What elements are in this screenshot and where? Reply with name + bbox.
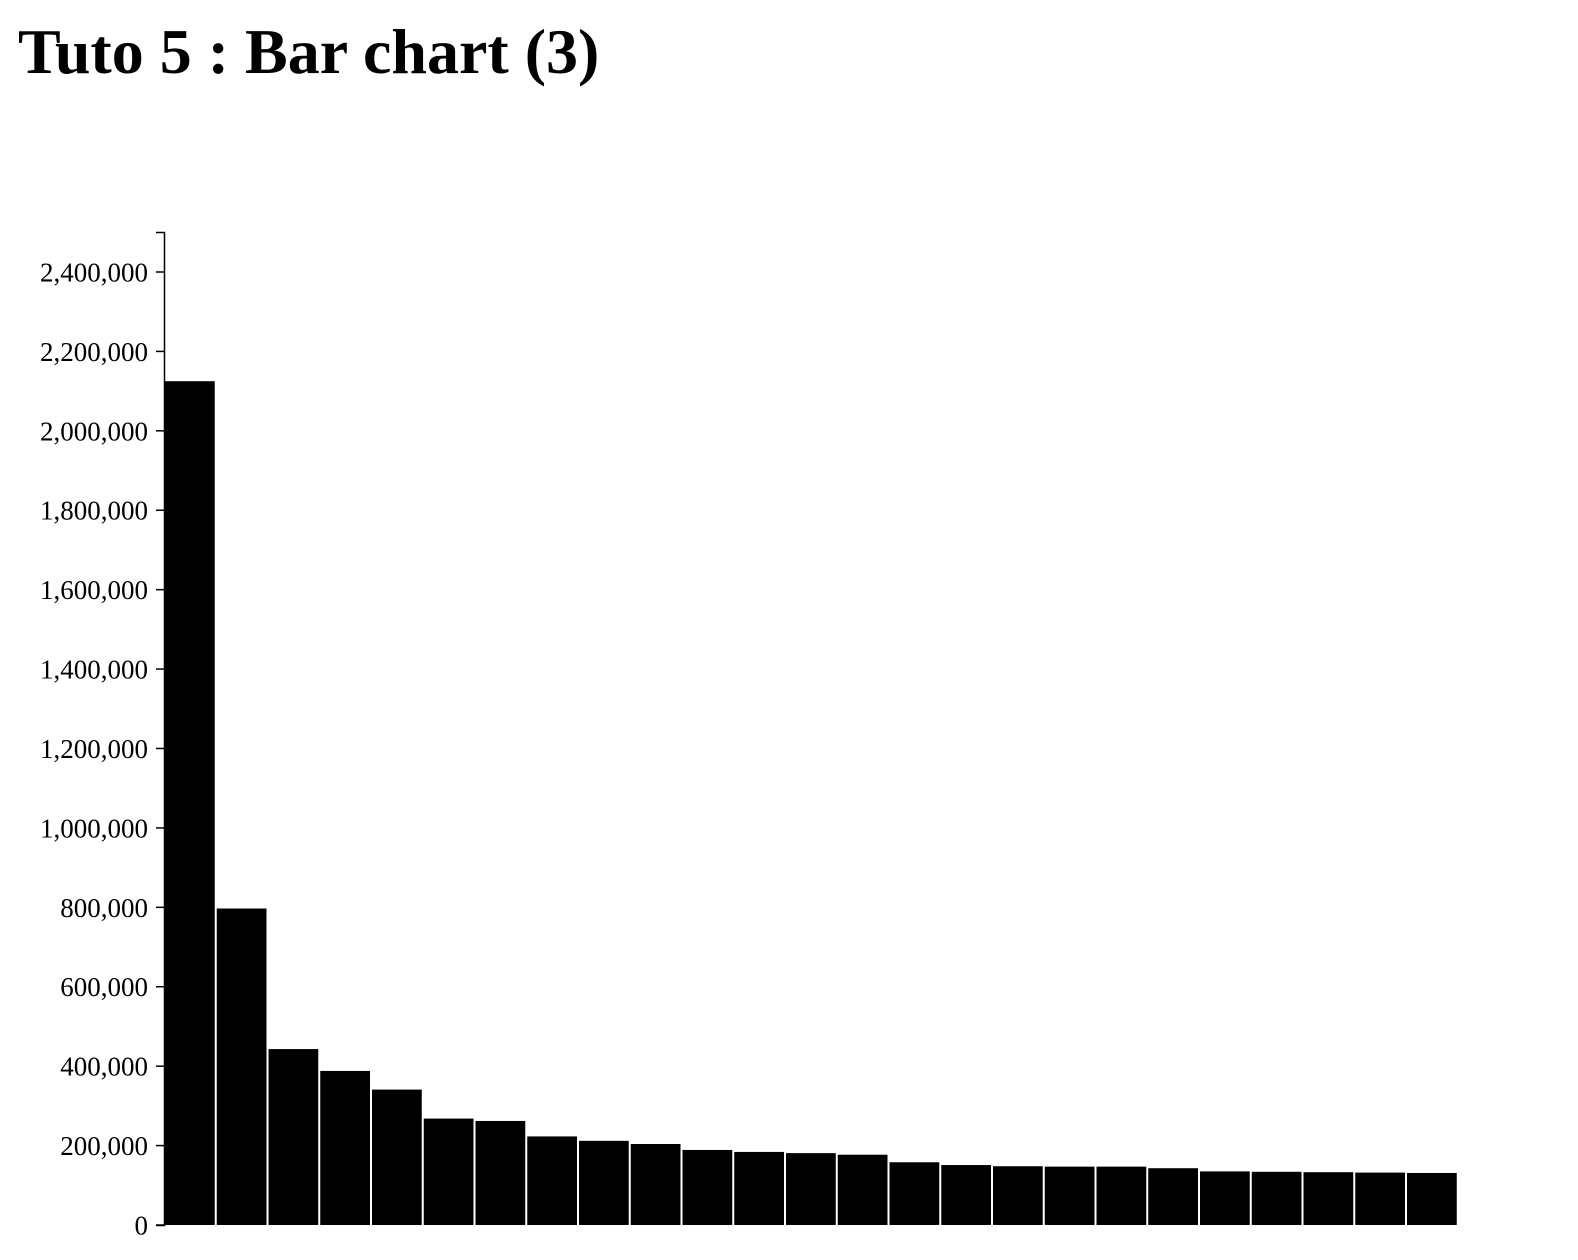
- bar-11: [682, 1149, 733, 1225]
- bar-21: [1200, 1171, 1250, 1225]
- bar-13: [786, 1153, 836, 1225]
- bar-14: [837, 1154, 888, 1225]
- bar-4: [320, 1070, 370, 1225]
- bar-1: [165, 381, 215, 1225]
- y-tick-label-11: 2,200,000: [40, 337, 148, 367]
- y-tick-label-2: 400,000: [60, 1052, 148, 1082]
- y-tick-label-12: 2,400,000: [40, 257, 148, 287]
- bar-18: [1044, 1166, 1095, 1225]
- bar-20: [1148, 1168, 1198, 1225]
- bar-7: [475, 1120, 526, 1225]
- bar-16: [941, 1165, 991, 1225]
- page-title: Tuto 5 : Bar chart (3): [18, 16, 600, 87]
- y-tick-label-4: 800,000: [60, 893, 148, 923]
- y-axis: 0 200,000 400,000 600,000 800,000 1,000,000 1,…: [40, 231, 166, 1240]
- y-tick-label-1: 200,000: [60, 1131, 148, 1161]
- y-tick-label-0: 0: [135, 1210, 149, 1240]
- bar-17: [993, 1166, 1043, 1225]
- y-tick-label-9: 1,800,000: [40, 496, 148, 526]
- y-tick-label-7: 1,400,000: [40, 655, 148, 685]
- bar-8: [527, 1136, 577, 1225]
- bar-23: [1303, 1172, 1354, 1225]
- bar-9: [579, 1140, 629, 1225]
- y-tick-label-5: 1,000,000: [40, 813, 148, 843]
- bar-25: [1407, 1172, 1457, 1225]
- y-tick-label-10: 2,000,000: [40, 416, 148, 446]
- y-tick-label-6: 1,200,000: [40, 734, 148, 764]
- bar-24: [1355, 1172, 1405, 1225]
- y-tick-label-8: 1,600,000: [40, 575, 148, 605]
- bar-22: [1251, 1171, 1302, 1225]
- bar-2: [216, 908, 267, 1225]
- y-tick-label-3: 600,000: [60, 972, 148, 1002]
- bar-6: [423, 1118, 474, 1225]
- y-axis-line: [156, 231, 166, 1227]
- bar-5: [372, 1089, 422, 1225]
- bar-12: [734, 1151, 784, 1225]
- bar-19: [1096, 1166, 1147, 1225]
- bar-10: [630, 1143, 681, 1225]
- bar-15: [889, 1162, 940, 1225]
- bars-group: [165, 381, 1457, 1225]
- bar-3: [268, 1049, 319, 1225]
